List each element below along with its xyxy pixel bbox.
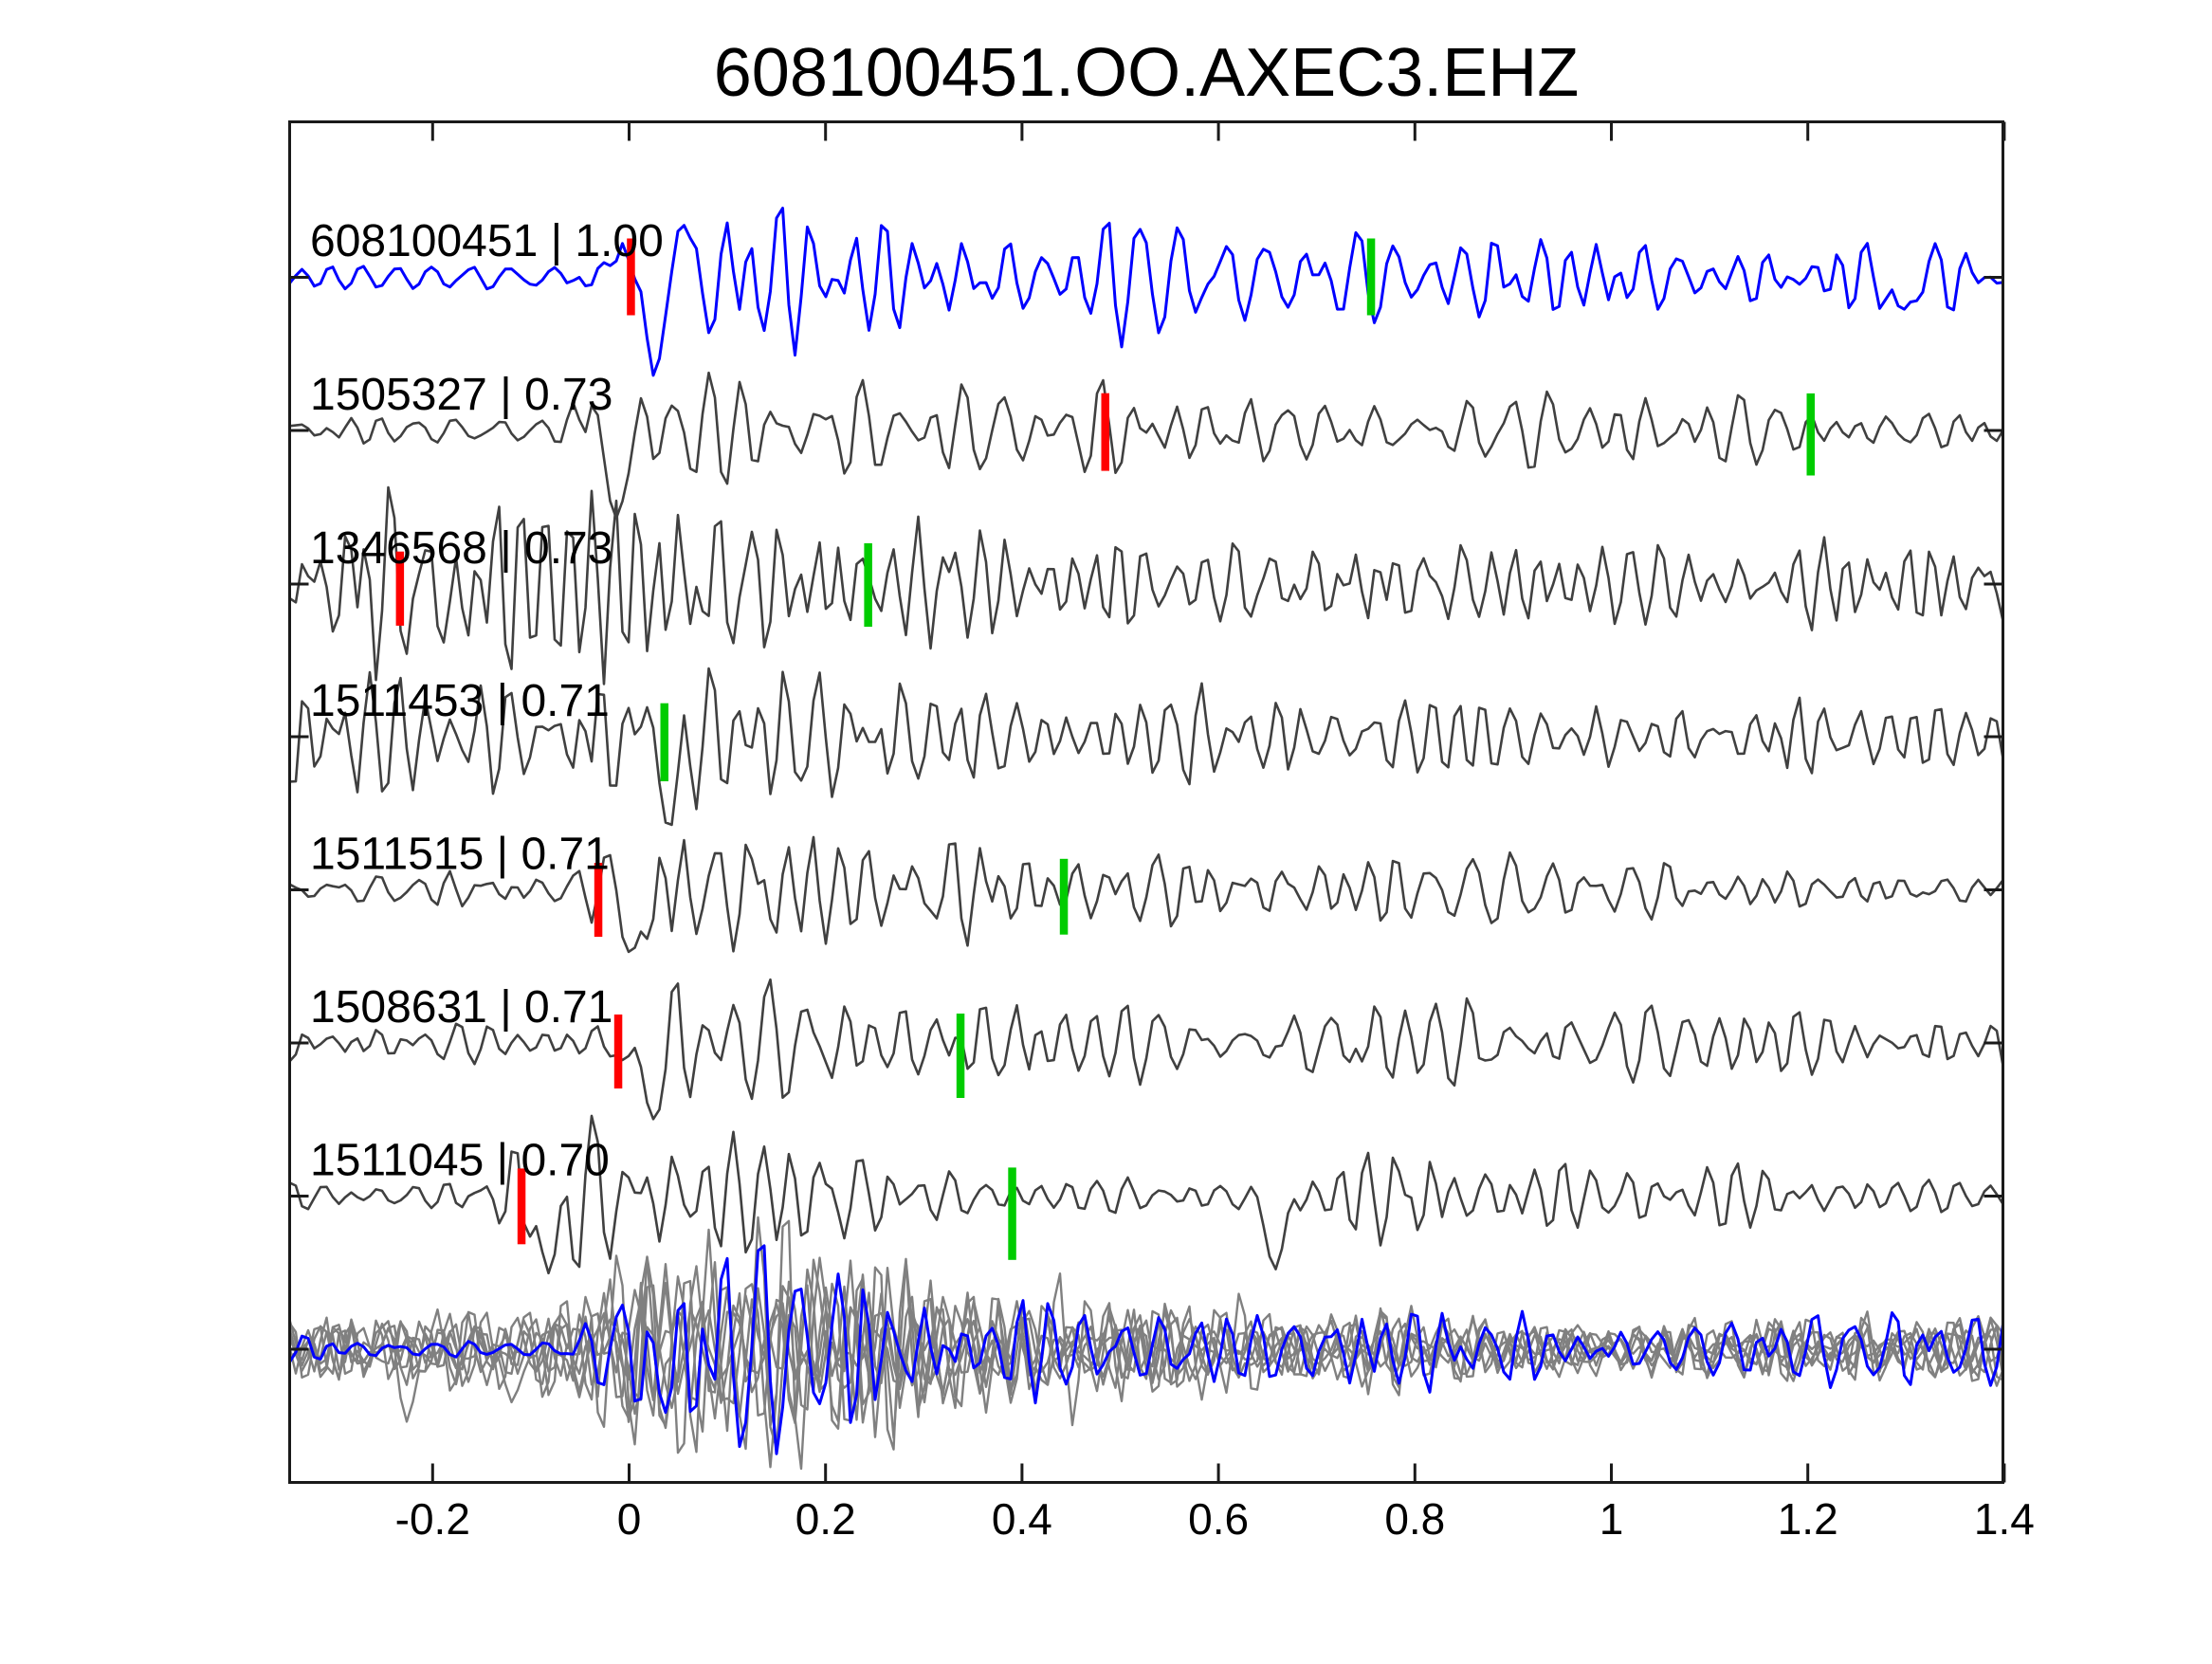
svg-text:1511045 | 0.70: 1511045 | 0.70 — [310, 1136, 610, 1186]
svg-text:0: 0 — [617, 1494, 642, 1544]
svg-text:1346568 | 0.73: 1346568 | 0.73 — [310, 523, 612, 574]
svg-text:608100451.OO.AXEC3.EHZ: 608100451.OO.AXEC3.EHZ — [714, 35, 1580, 111]
svg-text:1505327 | 0.73: 1505327 | 0.73 — [310, 370, 612, 420]
svg-text:1: 1 — [1600, 1494, 1624, 1544]
svg-text:0.4: 0.4 — [992, 1494, 1052, 1544]
svg-text:608100451 | 1.00: 608100451 | 1.00 — [310, 216, 664, 266]
svg-text:1511453 | 0.71: 1511453 | 0.71 — [310, 676, 610, 726]
svg-text:-0.2: -0.2 — [395, 1494, 470, 1544]
svg-text:1.2: 1.2 — [1778, 1494, 1838, 1544]
svg-text:1511515 | 0.71: 1511515 | 0.71 — [310, 830, 610, 880]
svg-text:1508631 | 0.71: 1508631 | 0.71 — [310, 982, 612, 1033]
svg-text:0.6: 0.6 — [1188, 1494, 1249, 1544]
svg-text:1.4: 1.4 — [1974, 1494, 2035, 1544]
svg-text:0.2: 0.2 — [795, 1494, 856, 1544]
svg-text:0.8: 0.8 — [1384, 1494, 1445, 1544]
